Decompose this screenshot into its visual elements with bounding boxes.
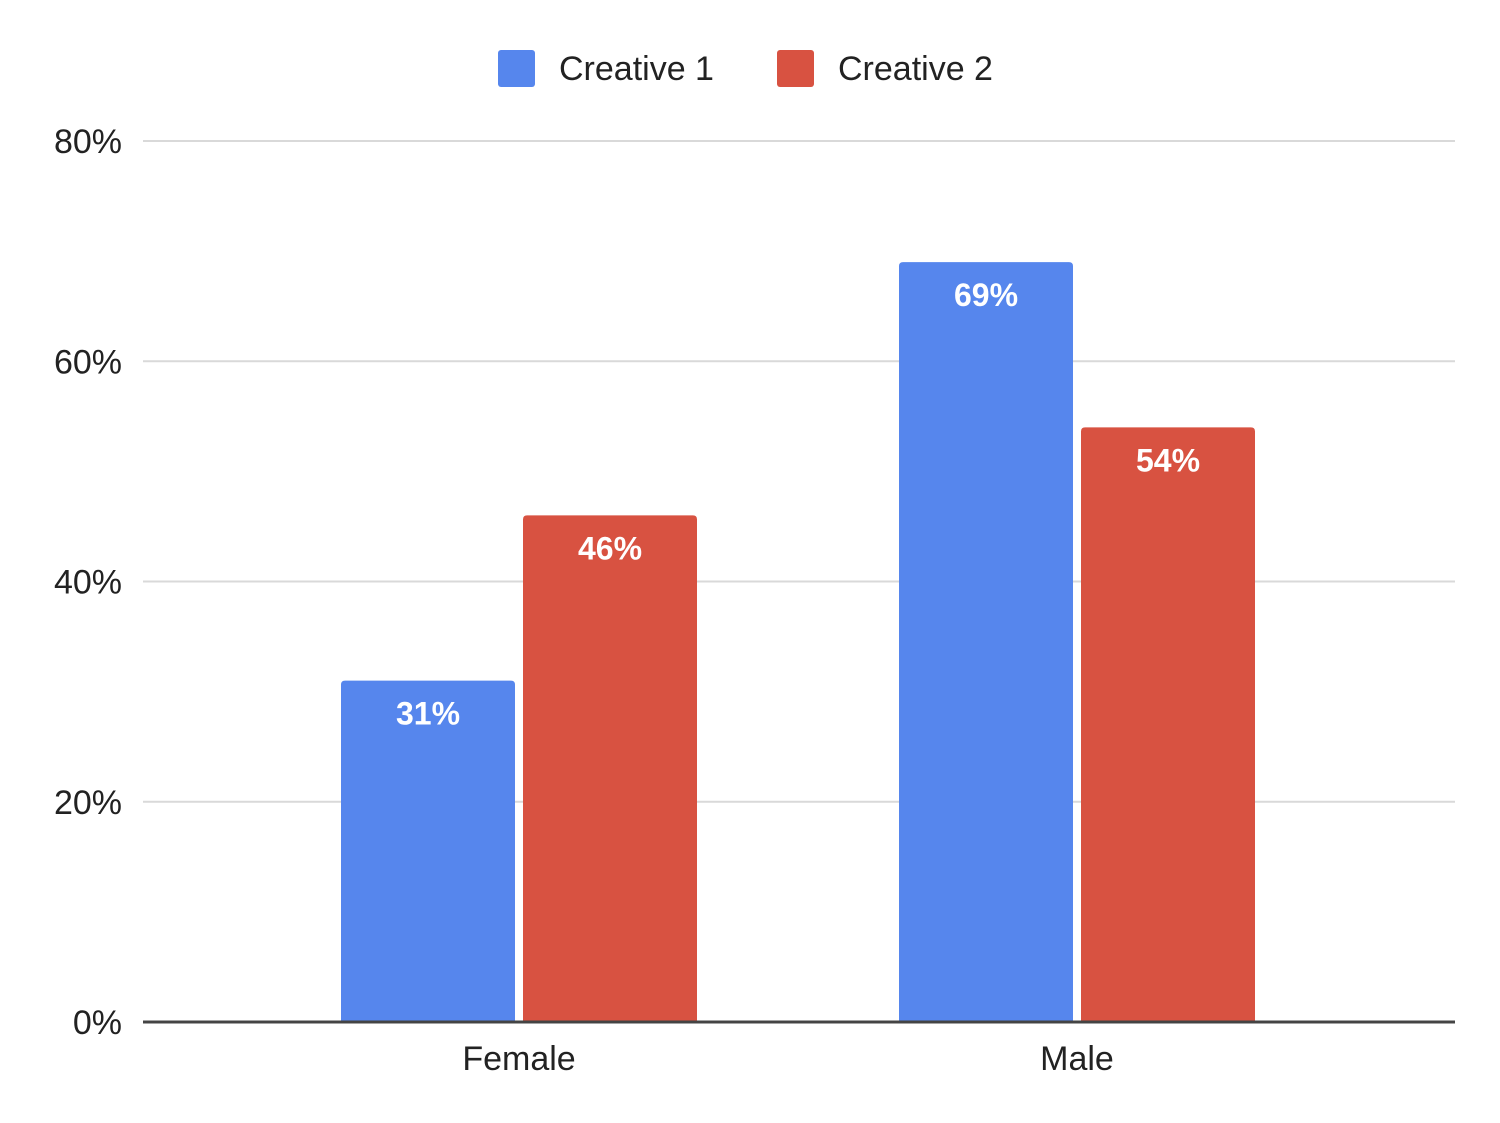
x-tick-label: Female xyxy=(462,1040,575,1078)
legend-label: Creative 2 xyxy=(838,50,993,88)
legend: Creative 1 Creative 2 xyxy=(498,50,993,88)
y-axis-ticks: 0% 20% 40% 60% 80% xyxy=(54,123,122,1042)
x-axis-labels: Female Male xyxy=(462,1040,1114,1078)
bar-creative-1-male xyxy=(899,262,1073,1022)
bar-creative-1-female xyxy=(341,680,515,1022)
data-label: 69% xyxy=(954,277,1018,313)
bar-creative-2-male xyxy=(1081,427,1255,1022)
y-tick-label: 0% xyxy=(73,1004,122,1042)
data-label: 54% xyxy=(1136,442,1200,478)
data-label: 31% xyxy=(396,696,460,732)
bars: 31% 46% 69% 54% xyxy=(341,262,1255,1022)
y-tick-label: 80% xyxy=(54,123,122,161)
legend-label: Creative 1 xyxy=(559,50,714,88)
bar-creative-2-female xyxy=(523,515,697,1022)
y-tick-label: 40% xyxy=(54,564,122,602)
y-tick-label: 60% xyxy=(54,343,122,381)
legend-swatch xyxy=(498,50,535,87)
x-tick-label: Male xyxy=(1040,1040,1114,1078)
data-label: 46% xyxy=(578,530,642,566)
y-tick-label: 20% xyxy=(54,784,122,822)
gridlines xyxy=(143,140,1455,803)
legend-swatch xyxy=(777,50,814,87)
